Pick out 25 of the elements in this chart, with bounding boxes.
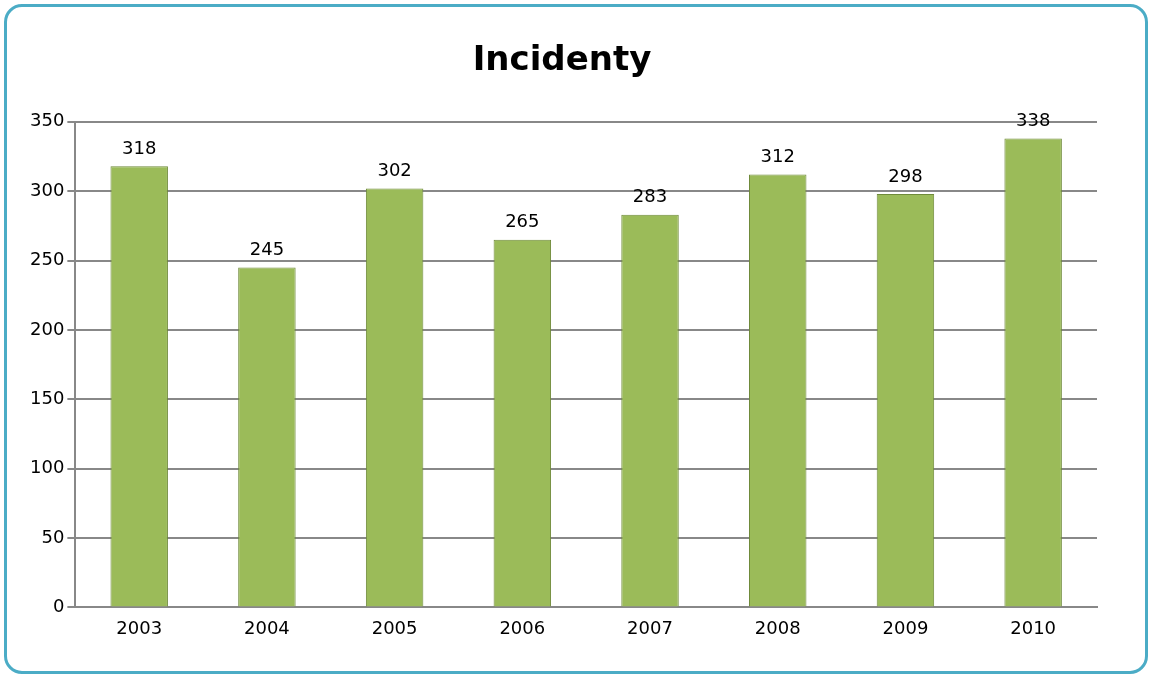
data-label: 298	[888, 164, 923, 186]
x-tick-label: 2008	[754, 616, 801, 638]
y-tick-label: 350	[30, 109, 65, 131]
data-label: 302	[377, 159, 412, 181]
x-tick-label: 2005	[371, 616, 418, 638]
x-tick-label: 2009	[882, 616, 929, 638]
data-label: 265	[505, 210, 540, 232]
y-tick-label: 300	[30, 178, 65, 200]
data-label: 312	[760, 145, 795, 167]
y-tick-label: 150	[30, 386, 65, 408]
chart-title: Incidenty	[472, 38, 652, 79]
y-tick-label: 250	[30, 248, 65, 270]
data-label: 338	[1015, 109, 1051, 131]
y-tick-label: 100	[30, 456, 65, 478]
data-label: 283	[632, 185, 668, 207]
y-tick-label: 0	[52, 595, 65, 617]
x-tick-label: 2006	[499, 616, 546, 638]
x-tick-label: 2004	[244, 616, 290, 638]
x-tick-label: 2003	[116, 616, 163, 638]
x-tick-label: 2010	[1010, 616, 1057, 638]
y-tick-label: 50	[41, 525, 65, 547]
data-label: 318	[122, 136, 157, 158]
x-tick-label: 2007	[627, 616, 673, 638]
y-tick-label: 200	[30, 317, 65, 339]
data-label: 245	[249, 238, 285, 260]
